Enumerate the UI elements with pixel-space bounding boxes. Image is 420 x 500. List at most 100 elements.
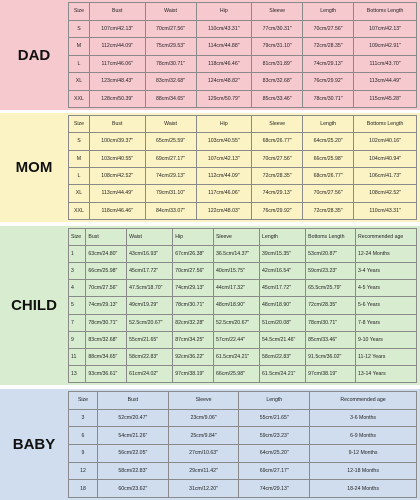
cell: 3-4 Years: [355, 262, 417, 281]
cell: 106cm/41.73": [353, 166, 417, 186]
data-row: XL 113cm/44.49" 79cm/31.10" 117cm/46.06" 74c…: [68, 184, 417, 203]
cell: L: [68, 166, 90, 186]
cell: 117cm/46.06": [88, 54, 146, 73]
cell: 67cm/26.38": [172, 245, 214, 264]
cell: 91.5cm/36.02": [305, 347, 356, 366]
header-cell: Waist: [144, 114, 197, 134]
cell: 110cm/43.31": [353, 201, 417, 221]
cell: 13-14 Years: [355, 364, 417, 384]
cell: 78cm/30.71": [172, 296, 214, 315]
cell: 5: [67, 296, 87, 315]
cell: 84cm/33.07": [144, 201, 197, 221]
header-cell: Bottoms Length: [305, 227, 356, 247]
cell: 104cm/40.94": [353, 149, 417, 168]
cell: 118cm/46.46": [195, 54, 253, 73]
cell: 11: [67, 347, 87, 366]
header-row: Size Bust Waist Hip Sleeve Length Bottoms Leng…: [68, 2, 417, 21]
header-cell: Length: [259, 227, 307, 247]
cell: 43cm/16.93": [126, 245, 174, 264]
cell: 7: [67, 313, 87, 332]
header-cell: Recommended age: [309, 391, 417, 410]
header-cell: Length: [238, 391, 311, 410]
cell: 72cm/28.35": [305, 296, 356, 315]
cell: XXL: [68, 201, 90, 221]
cell: 44cm/17.32": [212, 279, 261, 298]
cell: 115cm/45.28": [353, 89, 417, 108]
size-table: Size Bust Sleeve Length Recommended age 3 52cm…: [68, 391, 417, 498]
cell: 83cm/32.68": [251, 72, 304, 91]
cell: 55cm/21.65": [238, 408, 311, 428]
cell: 9-10 Years: [355, 330, 417, 349]
header-row: Size Bust Waist Hip Sleeve Length Bottoms Leng…: [67, 227, 417, 247]
cell: 83cm/32.68": [85, 330, 128, 349]
cell: 70cm/27.56": [85, 279, 128, 298]
cell: 12-24 Months: [355, 245, 417, 264]
size-table: Size Bust Waist Hip Sleeve Length Bottoms Leng…: [67, 227, 417, 384]
cell: 40cm/15.75": [212, 262, 261, 281]
cell: XL: [68, 72, 90, 91]
cell: 42cm/16.54": [259, 262, 307, 281]
cell: 63cm/24.80": [85, 245, 128, 264]
cell: 108cm/42.52": [353, 184, 417, 203]
cell: 23cm/9.06": [167, 408, 240, 428]
data-row: 1 63cm/24.80" 43cm/16.93" 67cm/26.38" 36.5cm…: [67, 245, 417, 264]
cell: 25cm/9.84": [167, 426, 240, 445]
cell: 97cm/38.19": [305, 364, 356, 384]
cell: 58cm/22.83": [96, 461, 169, 481]
cell: 36.5cm/14.37": [212, 245, 261, 264]
cell: 58cm/22.83": [259, 347, 307, 366]
cell: 47.5cm/18.70": [126, 279, 174, 298]
header-cell: Size: [68, 114, 90, 134]
header-cell: Length: [302, 114, 355, 134]
cell: 112cm/44.09": [88, 37, 146, 56]
cell: 74cm/29.13": [238, 479, 311, 498]
cell: 65cm/25.59": [144, 132, 197, 151]
data-row: L 108cm/42.52" 74cm/29.13" 112cm/44.09" 72cm…: [68, 166, 417, 186]
cell: 52cm/20.47": [96, 408, 169, 428]
cell: 129cm/50.79": [195, 89, 253, 108]
size-section: BABY Size Bust Sleeve Length Recommended age 3…: [0, 389, 420, 500]
section-label: BABY: [12, 436, 56, 453]
cell: 12-18 Months: [309, 461, 417, 481]
header-row: Size Bust Sleeve Length Recommended age: [68, 391, 417, 410]
cell: 85cm/33.46": [251, 89, 304, 108]
cell: 76cm/29.92": [302, 72, 355, 91]
cell: 88cm/34.65": [85, 347, 128, 366]
cell: 48cm/18.90": [212, 296, 261, 315]
cell: 54cm/21.26": [96, 426, 169, 445]
data-row: 9 56cm/22.05" 27cm/10.63" 64cm/25.20" 9-12 M…: [68, 443, 417, 463]
header-cell: Sleeve: [251, 114, 304, 134]
cell: 123cm/48.43": [88, 72, 146, 91]
cell: 72cm/28.35": [302, 37, 355, 56]
header-cell: Recommended age: [355, 227, 417, 247]
cell: 52.5cm/20.67": [126, 313, 174, 332]
cell: 39cm/15.35": [259, 245, 307, 264]
data-row: 7 78cm/30.71" 52.5cm/20.67" 82cm/32.28" 52.5…: [67, 313, 417, 332]
cell: 9-12 Months: [309, 443, 417, 463]
data-row: 11 88cm/34.65" 58cm/22.83" 92cm/36.22" 61.5c…: [67, 347, 417, 366]
header-cell: Bust: [88, 2, 146, 21]
cell: 45cm/17.72": [259, 279, 307, 298]
cell: 74cm/29.13": [302, 54, 355, 73]
cell: 57cm/22.44": [212, 330, 261, 349]
data-row: 4 70cm/27.56" 47.5cm/18.70" 74cm/29.13" 44cm…: [67, 279, 417, 298]
cell: 83cm/32.68": [144, 72, 197, 91]
data-row: 9 83cm/32.68" 55cm/21.65" 87cm/34.25" 57cm/2…: [67, 330, 417, 349]
cell: 107cm/42.13": [88, 19, 146, 38]
cell: 103cm/40.55": [88, 149, 146, 168]
cell: 60cm/23.62": [96, 479, 169, 498]
cell: 118cm/46.46": [88, 201, 146, 221]
cell: M: [68, 37, 90, 56]
header-cell: Sleeve: [212, 227, 261, 247]
cell: 64cm/25.20": [302, 132, 355, 151]
cell: 6: [68, 426, 98, 445]
cell: 74cm/29.13": [85, 296, 128, 315]
cell: 78cm/30.71": [302, 89, 355, 108]
data-row: 18 60cm/23.62" 31cm/12.20" 74cm/29.13" 18-24…: [68, 479, 417, 498]
cell: 18: [68, 479, 98, 498]
header-cell: Bust: [88, 114, 146, 134]
header-cell: Waist: [144, 2, 197, 21]
cell: 61.5cm/24.21": [212, 347, 261, 366]
cell: 59cm/23.23": [305, 262, 356, 281]
size-section: MOM Size Bust Waist Hip Sleeve Length Bottoms L…: [0, 113, 420, 222]
